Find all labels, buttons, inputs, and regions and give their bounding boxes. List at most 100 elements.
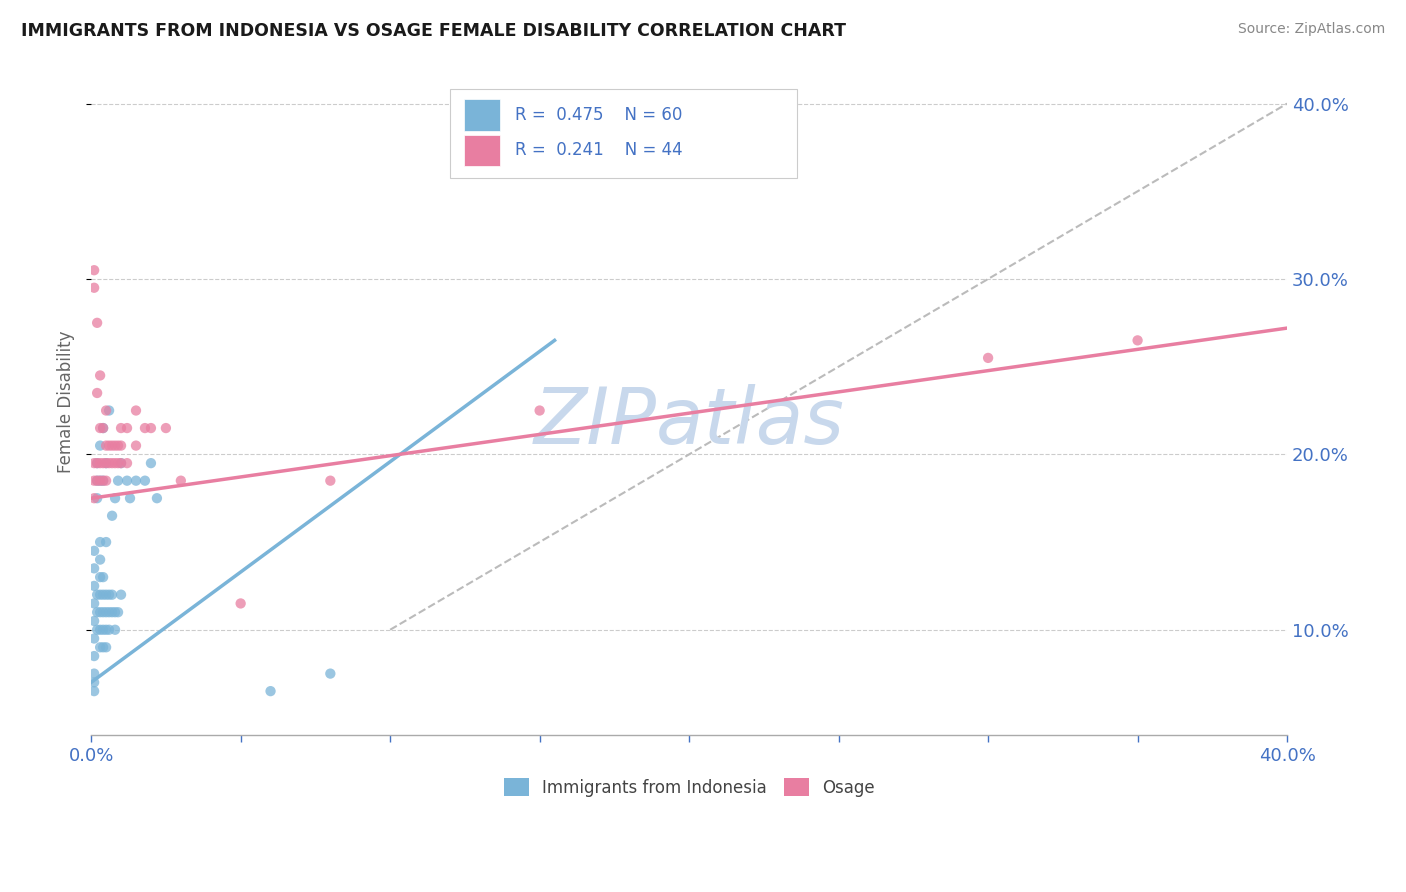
Point [83,263,105,277]
Text: ZIPatlas: ZIPatlas [534,384,845,459]
Point [94,640,117,655]
Point [89,588,111,602]
Point [101,439,124,453]
Point [107,605,129,619]
Point [83,456,105,470]
Legend: Immigrants from Indonesia, Osage: Immigrants from Indonesia, Osage [498,772,882,804]
Point [83,474,105,488]
FancyBboxPatch shape [450,88,797,178]
Point [89,421,111,435]
Point [89,456,111,470]
Point [134,421,156,435]
Point [110,421,132,435]
Point [89,640,111,655]
Point [98,439,121,453]
Point [91,421,114,435]
Point [91,474,114,488]
Point [83,684,105,698]
Point [83,561,105,575]
Point [104,439,127,453]
Point [104,605,127,619]
Point [91,474,114,488]
Point [319,666,342,681]
Point [91,605,114,619]
Point [83,597,105,611]
Point [115,456,138,470]
Point [83,281,105,295]
Point [83,491,105,506]
Point [98,605,121,619]
Point [83,579,105,593]
Point [229,597,252,611]
Point [110,456,132,470]
Point [86,588,108,602]
Point [110,456,132,470]
Point [94,623,117,637]
Point [125,474,148,488]
Point [134,474,156,488]
Point [86,456,108,470]
Point [115,421,138,435]
Point [94,456,117,470]
Point [86,491,108,506]
Point [94,588,117,602]
Point [94,535,117,549]
Point [89,474,111,488]
Point [170,474,193,488]
Point [83,632,105,646]
Point [94,474,117,488]
Point [83,614,105,628]
Point [107,474,129,488]
Point [118,491,141,506]
Point [91,456,114,470]
Point [101,508,124,523]
Point [146,491,169,506]
Point [89,605,111,619]
Text: R =  0.241    N = 44: R = 0.241 N = 44 [515,142,682,160]
Point [91,623,114,637]
Point [107,456,129,470]
Point [86,386,108,401]
Point [139,456,162,470]
Point [104,456,127,470]
Point [125,439,148,453]
Point [86,474,108,488]
Point [98,623,121,637]
Point [89,552,111,566]
Point [977,351,1000,365]
Text: Source: ZipAtlas.com: Source: ZipAtlas.com [1237,22,1385,37]
Point [89,368,111,383]
Point [91,588,114,602]
Point [83,675,105,690]
Point [104,623,127,637]
Bar [464,135,501,167]
Point [83,666,105,681]
Point [125,403,148,417]
Point [139,421,162,435]
Point [91,640,114,655]
Point [94,456,117,470]
Point [110,588,132,602]
Point [83,544,105,558]
Point [89,623,111,637]
Text: IMMIGRANTS FROM INDONESIA VS OSAGE FEMALE DISABILITY CORRELATION CHART: IMMIGRANTS FROM INDONESIA VS OSAGE FEMAL… [21,22,846,40]
Point [89,570,111,584]
Point [86,605,108,619]
Point [110,439,132,453]
Point [91,421,114,435]
Point [529,403,551,417]
Point [86,456,108,470]
Point [101,456,124,470]
Point [94,605,117,619]
Point [1126,334,1149,348]
Text: R =  0.475    N = 60: R = 0.475 N = 60 [515,105,682,123]
Point [91,570,114,584]
Point [259,684,281,698]
Point [107,439,129,453]
Bar [464,98,501,130]
Point [104,491,127,506]
Point [89,439,111,453]
Point [89,474,111,488]
Point [101,588,124,602]
Point [86,623,108,637]
